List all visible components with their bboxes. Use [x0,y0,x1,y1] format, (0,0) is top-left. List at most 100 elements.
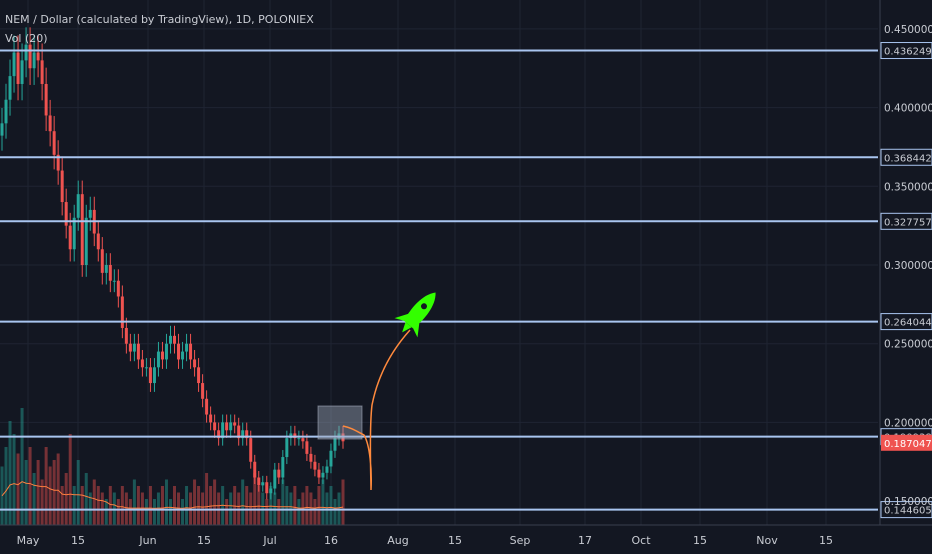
volume-bar [56,453,60,525]
candle[interactable] [269,488,273,494]
candle[interactable] [116,280,120,297]
candle[interactable] [225,422,229,431]
candle[interactable] [249,438,253,462]
horizontal-levels[interactable]: 0.43624997 0.36844239 0.32775784 0.26404427… [0,42,932,519]
candle[interactable] [217,430,221,439]
candle[interactable] [24,44,28,61]
candle[interactable] [321,472,325,478]
candle[interactable] [84,217,88,265]
candle[interactable] [213,422,217,431]
candle[interactable] [301,438,305,442]
candle[interactable] [297,438,301,440]
candle[interactable] [12,52,16,77]
candle[interactable] [185,343,189,352]
candle[interactable] [265,482,269,494]
candle[interactable] [96,233,100,250]
candle[interactable] [285,438,289,458]
x-tick-label: Nov [756,534,778,547]
candle[interactable] [108,265,112,281]
candle[interactable] [120,296,124,328]
candle[interactable] [168,335,172,344]
volume-bar [160,486,164,525]
volume-bar [64,473,68,525]
candle[interactable] [160,351,164,360]
x-tick-label: Jun [138,534,156,547]
x-tick-label: 17 [578,534,592,547]
candle[interactable] [317,469,321,478]
candle[interactable] [40,60,44,84]
candle[interactable] [229,422,233,431]
volume-bar [321,479,325,525]
candle[interactable] [0,123,4,136]
candle[interactable] [257,477,261,486]
candle[interactable] [112,280,116,282]
candle[interactable] [305,441,309,454]
candle[interactable] [60,170,64,203]
candle[interactable] [36,52,40,61]
candle[interactable] [333,438,337,451]
candle[interactable] [189,343,193,360]
candle[interactable] [156,351,160,368]
candle[interactable] [128,343,132,352]
candle[interactable] [309,453,313,462]
candle[interactable] [56,154,60,171]
candle[interactable] [245,430,249,439]
candle[interactable] [144,367,148,369]
candle[interactable] [177,343,181,360]
candle[interactable] [209,414,213,423]
x-tick-label: 16 [324,534,338,547]
candle[interactable] [329,450,333,467]
candle[interactable] [193,359,197,368]
volume-bar [52,460,56,525]
candle[interactable] [68,225,72,250]
candle[interactable] [273,469,277,489]
candle[interactable] [76,194,80,218]
candle[interactable] [221,422,225,439]
volume-bar [253,473,257,525]
candle[interactable] [136,343,140,360]
candle[interactable] [313,461,317,470]
candle[interactable] [152,367,156,384]
candle[interactable] [72,217,76,250]
projection-path[interactable] [342,329,411,491]
candle[interactable] [237,425,241,439]
volume-bar [48,466,52,525]
candle[interactable] [48,115,52,132]
candle[interactable] [124,327,128,344]
candle[interactable] [100,249,104,273]
candle[interactable] [164,343,168,360]
candle[interactable] [261,482,265,486]
x-tick-label: Jul [262,534,276,547]
candle[interactable] [28,44,32,69]
candle[interactable] [52,131,56,155]
candle[interactable] [132,343,136,352]
candle[interactable] [88,209,92,218]
candle[interactable] [148,367,152,384]
candle[interactable] [205,398,209,415]
drawings[interactable] [317,283,447,491]
candle[interactable] [104,265,108,273]
candle[interactable] [281,457,285,478]
candle[interactable] [277,469,281,478]
candle[interactable] [233,422,237,426]
candle[interactable] [201,383,205,399]
highlight-box[interactable] [317,405,363,440]
candle[interactable] [140,359,144,368]
rocket-icon[interactable] [391,283,447,342]
candle[interactable] [64,202,68,226]
candle[interactable] [44,83,48,116]
candle[interactable] [16,52,20,84]
candle[interactable] [8,76,12,100]
candle[interactable] [32,52,36,69]
candles[interactable] [0,27,345,500]
candle[interactable] [173,335,177,344]
candle[interactable] [181,351,185,360]
candle[interactable] [4,99,8,124]
candle[interactable] [253,461,257,478]
candle[interactable] [241,430,245,439]
candle[interactable] [20,60,24,84]
candle[interactable] [80,194,84,265]
candle[interactable] [325,466,329,473]
candle[interactable] [197,367,201,384]
